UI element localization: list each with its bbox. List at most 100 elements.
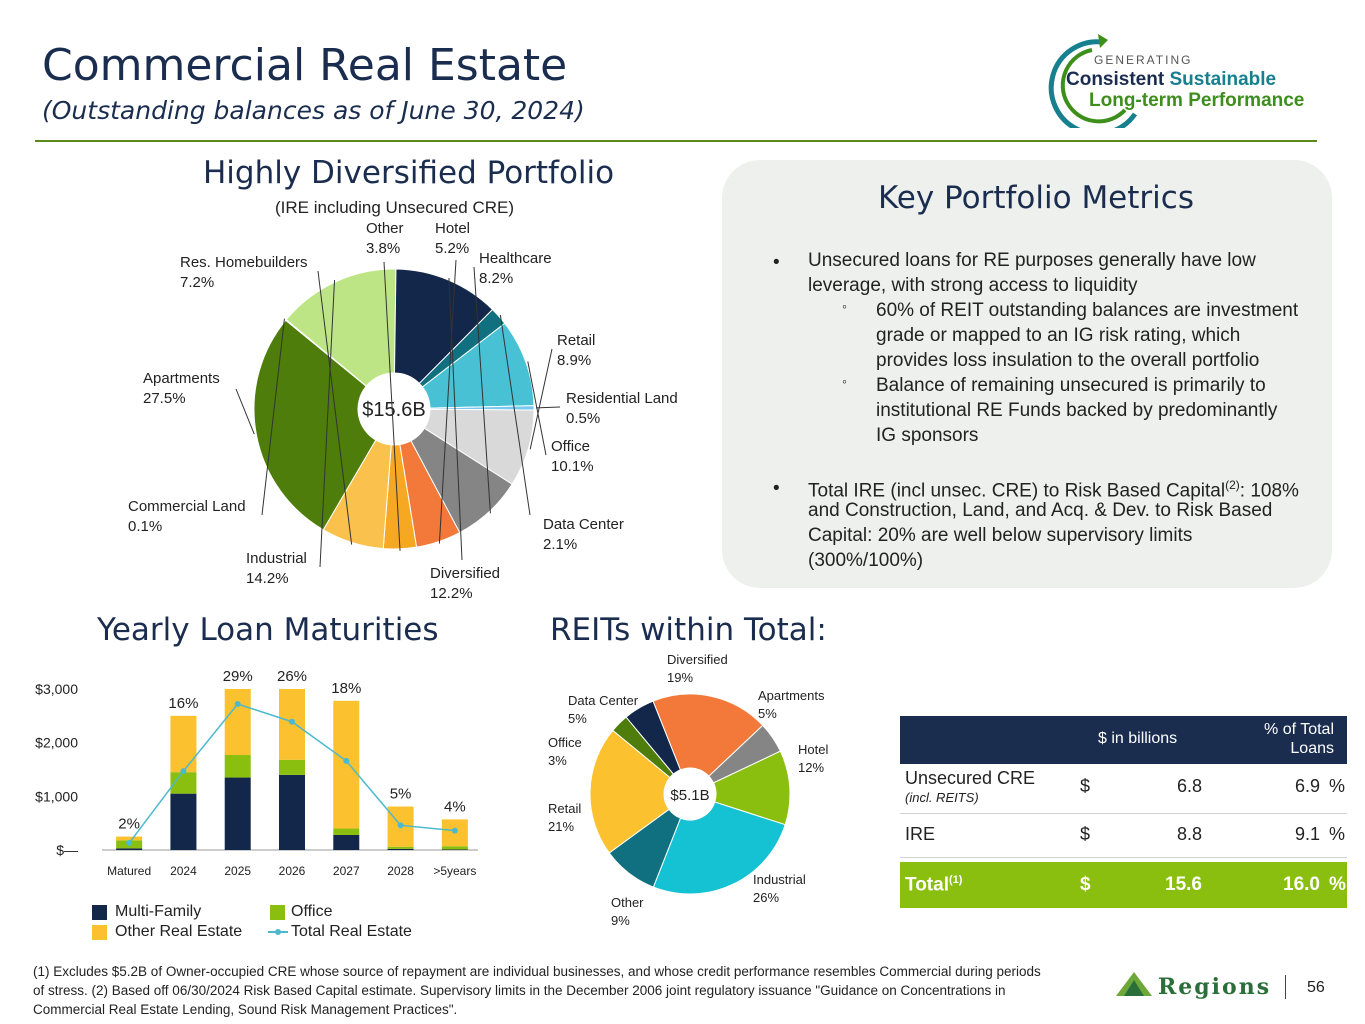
total-pct-unit: % — [1329, 874, 1346, 895]
maturities-chart-title: Yearly Loan Maturities — [97, 612, 439, 648]
legend-total-real-estate: Total Real Estate — [291, 923, 412, 940]
pct-label-2028: 5% — [390, 786, 412, 803]
logo-generating-text: GENERATING — [1094, 53, 1193, 67]
reits-donut-chart: $5.1B Diversified 19% Apartments 5% Hotel 12% I… — [548, 652, 828, 928]
leader-line-industrial — [319, 280, 336, 568]
bar-multi-family-matured — [116, 848, 143, 850]
slice-label-diversified: Diversified 12.2% — [430, 565, 500, 602]
bar-office-5years — [441, 846, 468, 850]
slice-label-retail: Retail 8.9% — [557, 332, 595, 369]
total-label: Total(1) — [905, 874, 962, 896]
reit-donut-hole — [664, 768, 716, 820]
bar-office-2027 — [333, 828, 360, 835]
regions-triangle-logo-icon — [1116, 972, 1152, 996]
footnote: (1) Excludes $5.2B of Owner-occupied CRE… — [33, 964, 1041, 1017]
header-divider — [35, 140, 1317, 142]
total-point-2024 — [180, 768, 187, 775]
legend-multi-family: Multi-Family — [115, 903, 202, 920]
total-point-2026 — [289, 718, 295, 725]
slice-label-apartments: Apartments 27.5% — [143, 370, 220, 407]
sub-bullet-icon: ◦ — [842, 298, 847, 314]
metric-s1-line3: provides loss insulation to the overall … — [876, 350, 1260, 371]
row-pct: 9.1 — [1294, 824, 1320, 844]
reit-label-diversified: Diversified 19% — [667, 652, 728, 685]
pct-label-2025: 29% — [223, 668, 253, 685]
table-row: IRE $ 8.8 9.1 % — [900, 814, 1347, 858]
slice-label-healthcare: Healthcare 8.2% — [479, 250, 552, 287]
metric-b1-line1: Unsecured loans for RE purposes generall… — [808, 250, 1256, 271]
row-value: 8.8 — [1176, 824, 1202, 844]
logo-consistent-text: Consistent Sustainable — [1066, 69, 1276, 91]
x-tick-label: 2024 — [170, 864, 197, 878]
metric-s1-line2: grade or mapped to an IG risk rating, wh… — [876, 325, 1241, 346]
legend-swatch-office — [270, 905, 285, 920]
bar-multi-family-2024 — [170, 793, 197, 850]
regions-brand: Regions — [1158, 974, 1272, 1000]
total-point-5years — [451, 827, 458, 834]
sub-bullet-icon: ◦ — [842, 373, 847, 389]
metric-s2-line3: IG sponsors — [876, 425, 979, 446]
x-tick-label: 2025 — [224, 864, 251, 878]
row-currency: $ — [1080, 776, 1091, 796]
logo-longterm-text: Long-term Performance — [1089, 90, 1305, 111]
y-tick-label: $— — [56, 842, 78, 858]
bar-office-2024 — [170, 772, 197, 794]
bar-office-2028 — [387, 846, 414, 849]
page-title: Commercial Real Estate — [42, 40, 568, 91]
portfolio-chart-subtitle: (IRE including Unsecured CRE) — [275, 198, 515, 217]
bar-multi-family-5years — [441, 849, 468, 850]
legend-swatch-multi-family — [92, 905, 107, 920]
slice-label-data-center: Data Center 2.1% — [543, 516, 624, 553]
metric-s2-line1: Balance of remaining unsecured is primar… — [876, 375, 1266, 396]
reit-label-industrial: Industrial 26% — [753, 872, 806, 905]
metric-b2-text: Total IRE (incl unsec. CRE) to Risk Base… — [808, 480, 1226, 502]
reit-center-label: $5.1B — [670, 787, 709, 804]
legend-other-real-estate: Other Real Estate — [115, 923, 243, 940]
slice-label-residential-land: Residential Land 0.5% — [566, 390, 678, 427]
total-point-2027 — [343, 757, 350, 764]
reit-label-apartments: Apartments 5% — [758, 688, 825, 721]
metric-b2-footnote-ref: (2) — [1225, 478, 1240, 492]
x-tick-label: 2028 — [387, 864, 414, 878]
col-header-pct-line2: Loans — [1290, 740, 1334, 757]
page-subtitle: (Outstanding balances as of June 30, 202… — [42, 96, 585, 125]
metric-s2-line2: institutional RE Funds backed by predomi… — [876, 400, 1278, 421]
x-tick-label: 2027 — [333, 864, 360, 878]
total-point-matured — [126, 840, 133, 847]
key-metrics-title: Key Portfolio Metrics — [878, 180, 1194, 216]
total-label-text: Total — [905, 874, 949, 896]
col-header-pct: % of Total Loans — [1238, 720, 1334, 758]
pct-label-5years: 4% — [444, 798, 466, 815]
leader-line-other — [383, 261, 401, 551]
total-currency: $ — [1080, 874, 1091, 895]
row-value: 6.8 — [1176, 776, 1202, 796]
bar-office-2025 — [224, 755, 251, 778]
table-header: $ in billions % of Total Loans — [900, 716, 1347, 764]
leader-line-apartments — [235, 388, 255, 435]
pct-label-2024: 16% — [168, 695, 198, 712]
table-row: Unsecured CRE (incl. REITS) $ 6.8 6.9 % — [900, 764, 1347, 814]
bar-multi-family-2026 — [279, 774, 305, 850]
x-tick-label: Matured — [107, 864, 151, 878]
x-tick-label: >5years — [433, 864, 476, 878]
metric-b2-line2: and Construction, Land, and Acq. & Dev. … — [808, 500, 1273, 521]
metric-s1-line1: 60% of REIT outstanding balances are inv… — [876, 300, 1299, 321]
portfolio-chart-title: Highly Diversified Portfolio — [203, 155, 615, 191]
x-tick-label: 2026 — [279, 864, 306, 878]
reit-label-data-center: Data Center 5% — [568, 693, 639, 726]
bar-multi-family-2025 — [224, 777, 251, 850]
bar-other-real-estate-2027 — [333, 700, 360, 829]
metric-b2-line1: Total IRE (incl unsec. CRE) to Risk Base… — [808, 473, 1299, 503]
bar-other-real-estate-2024 — [170, 715, 197, 773]
portfolio-donut-chart: $15.6B Apartments 27.5% Commercial Land 0.1%… — [128, 220, 678, 602]
leader-line-retail — [529, 348, 553, 450]
leader-line-healthcare — [473, 266, 491, 514]
bar-other-real-estate-matured — [116, 836, 143, 841]
total-footnote-ref: (1) — [948, 874, 963, 886]
total-value: 15.6 — [1165, 874, 1202, 895]
key-metrics-panel — [722, 160, 1332, 588]
logo-sustainable-word: Sustainable — [1169, 69, 1277, 90]
row-pct-unit: % — [1329, 776, 1346, 796]
pct-label-matured: 2% — [118, 816, 140, 833]
row-pct: 6.9 — [1294, 776, 1320, 796]
